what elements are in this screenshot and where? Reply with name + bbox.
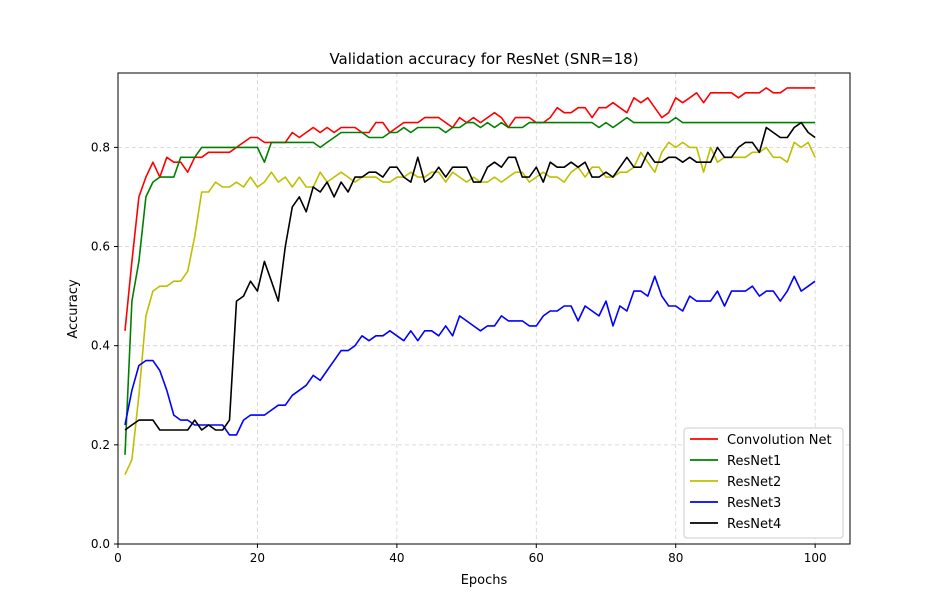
legend-label: ResNet2: [727, 475, 781, 490]
series-line-resnet4: [124, 121, 816, 431]
y-tick-label: 0.6: [91, 240, 110, 254]
x-tick-label: 40: [389, 551, 404, 565]
legend-label: ResNet4: [727, 517, 781, 532]
axis-ticks: 0 20 40 60 80 100 0.0 0.2 0.4 0.6 0.8: [91, 140, 827, 565]
y-axis-label: Accuracy: [66, 279, 81, 339]
series-line-resnet1: [124, 116, 816, 455]
chart-title: Validation accuracy for ResNet (SNR=18): [329, 50, 638, 68]
x-tick-label: 60: [529, 551, 544, 565]
x-tick-label: 100: [804, 551, 827, 565]
legend-label: ResNet1: [727, 454, 781, 469]
legend-label: ResNet3: [727, 496, 781, 511]
x-tick-label: 20: [250, 551, 265, 565]
x-tick-label: 0: [114, 551, 122, 565]
legend-box: [683, 427, 844, 539]
series-line-resnet2: [124, 141, 816, 475]
x-axis-label: Epochs: [461, 573, 508, 588]
y-tick-label: 0.4: [91, 339, 110, 353]
y-tick-label: 0.2: [91, 438, 110, 452]
x-tick-label: 80: [668, 551, 683, 565]
series-line-resnet3: [124, 275, 816, 436]
y-tick-label: 0.8: [91, 140, 110, 154]
y-tick-label: 0.0: [91, 537, 110, 551]
series-line-convolution-net: [124, 87, 816, 331]
legend-label: Convolution Net: [727, 433, 832, 448]
series-lines: [124, 87, 816, 475]
legend: Convolution Net ResNet1 ResNet2 ResNet3 ResN…: [683, 427, 844, 539]
plot-area: [117, 72, 851, 545]
